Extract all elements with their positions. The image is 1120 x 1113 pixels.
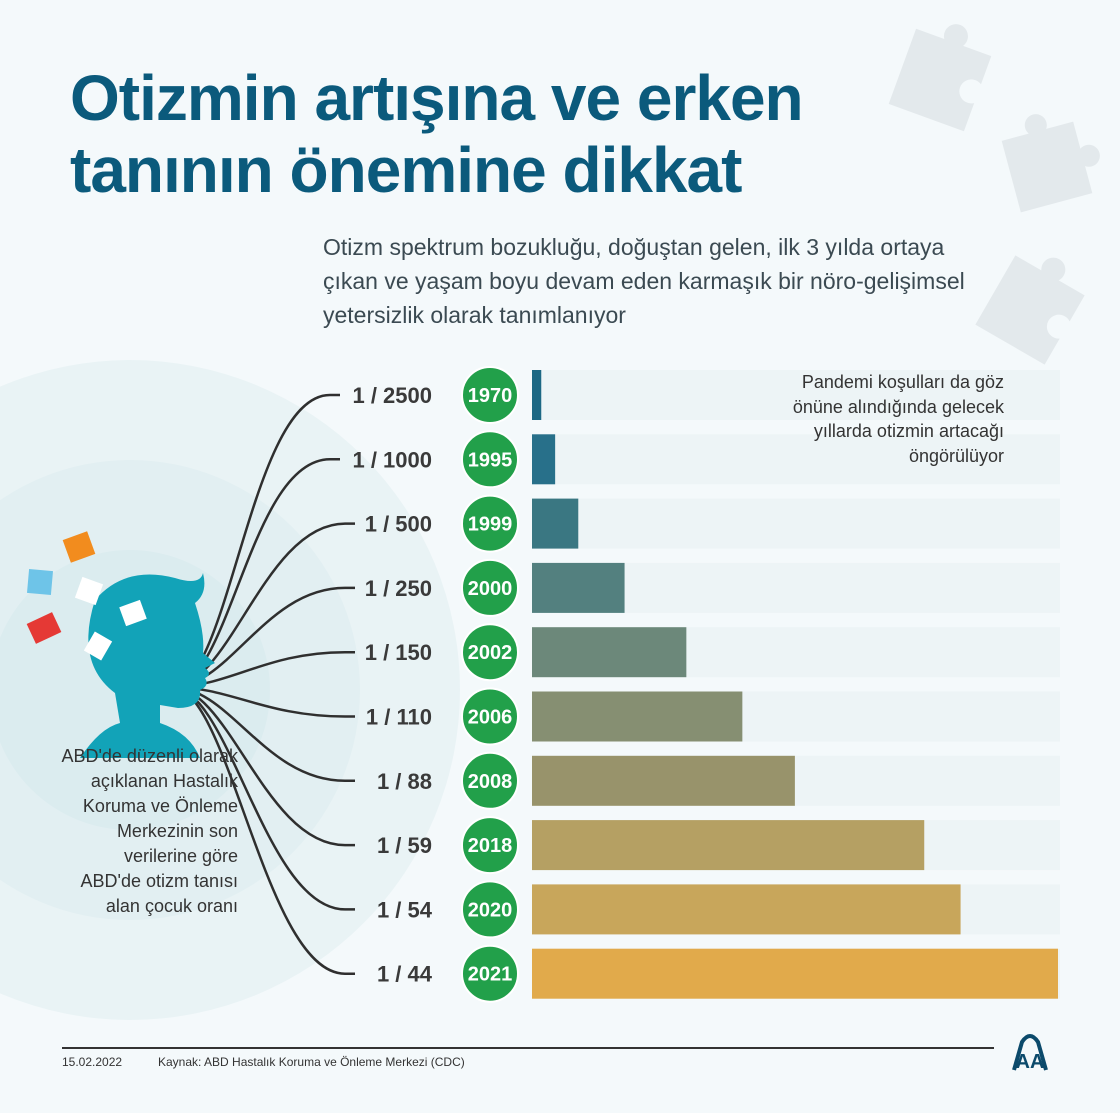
year-badge (461, 558, 519, 617)
subtitle: Otizm spektrum bozukluğu, doğuştan gelen… (323, 234, 965, 328)
year-label: 1970 (468, 385, 513, 407)
bar-1999 (532, 498, 579, 549)
bar-2020 (532, 884, 961, 935)
year-label: 2006 (468, 707, 513, 729)
ratio-label: 1 / 54 (377, 897, 433, 922)
bar-track (532, 370, 1060, 420)
bar-1995 (532, 434, 556, 485)
ratio-label: 1 / 500 (365, 512, 432, 537)
year-label: 2000 (468, 578, 513, 600)
aa-logo-icon: AA (1010, 1032, 1050, 1077)
description-text: ABD'de düzenli olarak açıklanan Hastalık… (61, 746, 238, 916)
bar-2008 (532, 755, 795, 806)
svg-text:AA: AA (1016, 1051, 1045, 1072)
bar-track (532, 434, 1060, 485)
year-badge (461, 944, 519, 1003)
year-label: 1995 (468, 449, 513, 471)
bar-track (532, 498, 1060, 549)
year-label: 2021 (468, 964, 513, 986)
bar-2018 (532, 820, 925, 871)
page-title: Otizmin artışına ve erken tanının önemin… (70, 62, 804, 206)
year-label: 2008 (468, 771, 513, 793)
year-label: 2018 (468, 835, 513, 857)
footer-date: 15.02.2022 (62, 1055, 123, 1069)
footer-source: Kaynak: ABD Hastalık Koruma ve Önleme Me… (158, 1055, 465, 1069)
puzzle-decor-icons (888, 24, 1100, 365)
footer-divider (62, 1047, 994, 1049)
year-badge (461, 880, 519, 939)
bar-1970 (532, 370, 542, 420)
ratio-label: 1 / 44 (377, 962, 433, 987)
ratio-label: 1 / 150 (365, 640, 432, 665)
year-badge (461, 430, 519, 489)
ratio-label: 1 / 110 (366, 705, 432, 730)
bar-2006 (532, 691, 743, 742)
bar-2021 (532, 948, 1058, 999)
head-silhouette-icon (26, 531, 215, 758)
bar-2000 (532, 562, 625, 613)
ratio-label: 1 / 2500 (352, 383, 432, 408)
year-label: 1999 (468, 514, 513, 536)
ratio-label: 1 / 88 (377, 769, 432, 794)
year-badge (461, 751, 519, 810)
year-badge (461, 687, 519, 746)
ratio-label: 1 / 59 (377, 833, 432, 858)
year-label: 2020 (468, 899, 513, 921)
bar-2002 (532, 627, 687, 678)
year-badge (461, 816, 519, 875)
forecast-note: Pandemi koşulları da göz önüne alındığın… (792, 372, 1004, 466)
year-badge (461, 366, 519, 424)
year-badge (461, 623, 519, 682)
ratio-label: 1 / 1000 (352, 447, 432, 472)
year-label: 2002 (468, 642, 513, 664)
year-badge (461, 494, 519, 553)
ratio-label: 1 / 250 (365, 576, 432, 601)
